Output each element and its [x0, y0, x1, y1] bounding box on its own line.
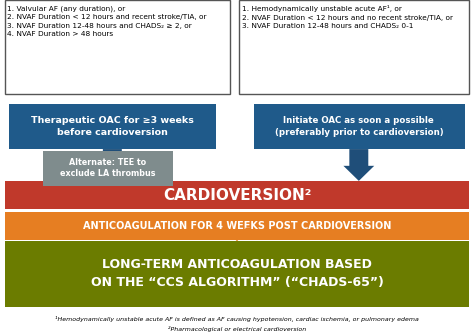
Bar: [5, 181, 469, 209]
Text: ¹Hemodynamically unstable acute AF is defined as AF causing hypotension, cardiac: ¹Hemodynamically unstable acute AF is de…: [55, 316, 419, 322]
Text: Therapeutic OAC for ≥3 weeks
before cardioversion: Therapeutic OAC for ≥3 weeks before card…: [31, 116, 194, 137]
Polygon shape: [223, 228, 251, 241]
Bar: [239, 0, 469, 94]
Bar: [9, 104, 216, 149]
Text: LONG-TERM ANTICOAGULATION BASED
ON THE “CCS ALGORITHM” (“CHADS-65”): LONG-TERM ANTICOAGULATION BASED ON THE “…: [91, 258, 383, 289]
Bar: [43, 151, 173, 186]
Text: ²Pharmacological or electrical cardioversion: ²Pharmacological or electrical cardiover…: [168, 326, 306, 332]
Bar: [5, 241, 469, 307]
Text: Initiate OAC as soon a possible
(preferably prior to cardioversion): Initiate OAC as soon a possible (prefera…: [274, 116, 443, 137]
Text: 1. Valvular AF (any duration), or
2. NVAF Duration < 12 hours and recent stroke/: 1. Valvular AF (any duration), or 2. NVA…: [7, 5, 207, 37]
Text: Alternate: TEE to
exclude LA thrombus: Alternate: TEE to exclude LA thrombus: [60, 158, 155, 178]
Text: CARDIOVERSION²: CARDIOVERSION²: [163, 188, 311, 203]
Bar: [5, 0, 230, 94]
Polygon shape: [343, 149, 374, 181]
Text: ANTICOAGULATION FOR 4 WEEKS POST CARDIOVERSION: ANTICOAGULATION FOR 4 WEEKS POST CARDIOV…: [83, 221, 391, 231]
Bar: [254, 104, 465, 149]
Text: Alternate: TEE to
exclude LA thrombus: Alternate: TEE to exclude LA thrombus: [60, 158, 155, 178]
Polygon shape: [97, 149, 128, 181]
Bar: [43, 151, 173, 186]
Text: 1. Hemodynamically unstable acute AF¹, or
2. NVAF Duration < 12 hours and no rec: 1. Hemodynamically unstable acute AF¹, o…: [242, 5, 453, 29]
Bar: [5, 212, 469, 240]
